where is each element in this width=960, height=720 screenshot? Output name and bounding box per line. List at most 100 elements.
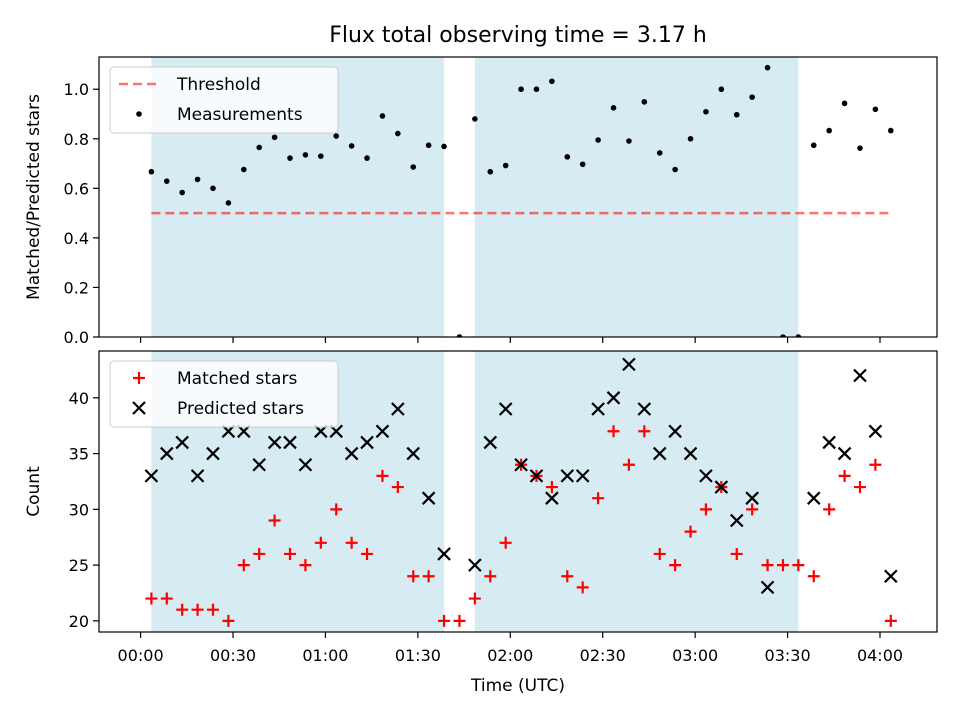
predicted-star-point (884, 569, 898, 584)
y-tick-label: 0.4 (64, 229, 89, 248)
measurement-point (764, 64, 771, 71)
panel-1: 0.0 0.2 0.4 0.6 0.8 1.0 Matched/Predicted star… (24, 56, 938, 347)
matched-star-point (746, 503, 759, 516)
matched-star-point (653, 547, 666, 560)
matched-star-point (607, 425, 620, 438)
predicted-star-point (606, 391, 621, 405)
predicted-star-point (437, 547, 451, 561)
legend-label: Matched stars (177, 369, 297, 389)
predicted-star-point (591, 402, 605, 416)
measurement-point (549, 78, 555, 85)
predicted-star-point (760, 580, 775, 595)
x-tick-label: 01:30 (395, 646, 441, 665)
x-tick-label: 00:30 (210, 646, 256, 665)
matched-star-point (176, 603, 189, 616)
measurement-point (333, 133, 340, 139)
measurement-point (456, 334, 463, 337)
predicted-star-point (652, 446, 667, 461)
predicted-star-point (406, 446, 421, 461)
predicted-star-point (267, 435, 282, 450)
plot-area (144, 357, 898, 627)
measurement-point (610, 104, 617, 111)
measurement-point (271, 134, 278, 141)
matched-star-point (622, 458, 635, 471)
measurement-point (733, 111, 740, 118)
measurement-point (318, 153, 324, 159)
matched-star-point (792, 559, 805, 572)
y-tick-label: 20 (69, 612, 89, 631)
predicted-star-point (391, 402, 405, 416)
predicted-star-point (206, 446, 220, 461)
panel-2: 20 25 30 35 40 00:00 00:30 01:00 01:30 02:00 02:30… (24, 350, 938, 696)
measurement-point (410, 164, 417, 170)
matched-star-point (853, 481, 866, 494)
y-tick-label: 0.0 (64, 328, 89, 347)
y-axis-label: Count (24, 466, 44, 517)
matched-star-point (268, 514, 281, 527)
matched-star-point (484, 570, 497, 583)
x-tick-label: 02:30 (580, 646, 626, 665)
measurement-point (841, 100, 848, 107)
measurement-point (148, 168, 155, 175)
matched-star-point (730, 547, 743, 560)
shaded-interval (474, 57, 799, 337)
predicted-star-point (837, 446, 852, 461)
measurement-point (348, 143, 355, 149)
measurement-point (487, 168, 494, 175)
predicted-star-point (252, 457, 266, 472)
measurement-point (163, 178, 170, 184)
plot-area (148, 64, 894, 337)
predicted-star-point (144, 469, 159, 483)
legend-predicted-swatch (132, 401, 146, 415)
x-tick-label: 03:30 (765, 646, 811, 665)
matched-star-point (884, 614, 897, 627)
predicted-star-point (729, 513, 744, 528)
matched-star-point (669, 559, 682, 572)
x-tick-label: 00:00 (118, 646, 164, 665)
predicted-star-point (344, 446, 359, 461)
matched-star-point (561, 570, 574, 583)
legend-label: Predicted stars (177, 399, 304, 419)
y-tick-label: 40 (69, 389, 89, 408)
predicted-star-point (545, 491, 559, 505)
legend-box (109, 360, 339, 428)
matched-star-point (761, 559, 774, 572)
measurement-point (287, 155, 293, 161)
matched-star-point (345, 536, 358, 549)
measurement-point (872, 106, 879, 113)
matched-star-point (422, 570, 435, 583)
measurement-point (641, 99, 648, 105)
matched-star-point (823, 503, 836, 516)
matched-star-point (253, 547, 266, 560)
predicted-star-point (714, 480, 729, 494)
legend: Matched stars Predicted stars (109, 360, 339, 428)
y-tick-label: 0.6 (64, 179, 89, 198)
axes-frame (98, 56, 938, 338)
measurement-point (564, 154, 571, 160)
measurement-point (780, 334, 786, 337)
matched-star-point (407, 570, 420, 583)
predicted-star-point (421, 491, 436, 505)
predicted-star-point (637, 402, 652, 416)
measurement-point (194, 176, 201, 183)
matched-star-point (638, 425, 651, 438)
matched-star-point (869, 458, 882, 471)
matched-star-point (545, 481, 558, 494)
measurement-point (472, 116, 478, 122)
matched-star-point (776, 559, 789, 572)
measurement-point (210, 185, 216, 192)
y-tick-label: 0.2 (64, 278, 89, 297)
shaded-interval (474, 351, 799, 632)
predicted-star-point (360, 435, 374, 450)
x-tick-label: 03:00 (672, 646, 718, 665)
predicted-star-point (560, 469, 575, 483)
matched-star-point (807, 570, 820, 583)
matched-star-point (361, 547, 374, 560)
predicted-star-point (853, 368, 867, 383)
y-axis-label: Matched/Predicted stars (24, 94, 44, 300)
measurement-point (302, 152, 309, 158)
predicted-star-point (283, 435, 297, 450)
matched-star-point (453, 614, 466, 627)
measurement-point (810, 142, 817, 149)
predicted-star-point (375, 424, 390, 439)
